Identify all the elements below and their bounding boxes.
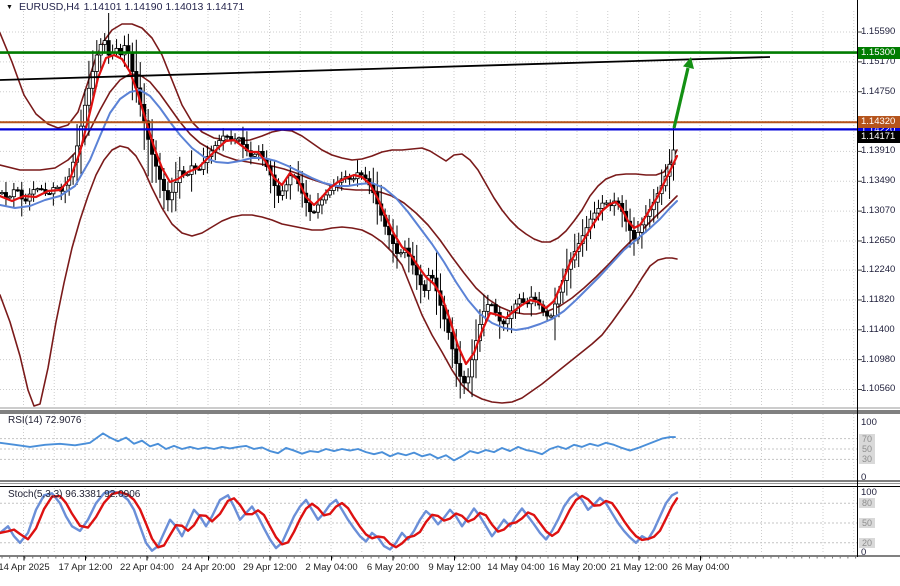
symbol-period: EURUSD,H4 [18,1,80,13]
ohlc-values: 1.14101 1.14190 1.14013 1.14171 [83,1,245,13]
moving-averages [0,53,679,366]
date-label: 17 Apr 12:00 [58,562,113,573]
price-axis-label: 1.11400 [861,323,895,335]
chart-title: ▼ EURUSD,H4 1.14101 1.14190 1.14013 1.1417… [6,1,248,13]
date-label: 2 May 04:00 [305,562,358,573]
price-axis-label: 1.10980 [861,353,896,365]
date-label: 14 Apr 2025 [0,562,50,573]
price-axis-label: 1.13070 [861,205,896,217]
date-label: 21 May 12:00 [610,562,668,573]
price-axis-label: 1.10560 [861,383,896,395]
rsi-level-box: 30 [859,454,876,465]
arrow-head [683,57,694,69]
stoch-lines [0,490,679,552]
date-label: 6 May 20:00 [366,562,420,573]
price-axis-label: 1.11820 [861,293,895,305]
price-axis-label: 1.12650 [861,234,896,246]
date-label: 16 May 20:00 [548,562,607,573]
price-axis-label: 1.14750 [861,85,896,97]
price-axis-label: 1.15170 [861,55,896,67]
price-axis-label: 1.13490 [861,175,896,187]
rsi-scale-100: 100 [861,417,877,428]
orange-level-tag: 1.14320 [858,116,900,128]
date-label: 24 Apr 20:00 [181,562,236,573]
date-label: 26 May 04:00 [671,562,730,573]
dropdown-triangle-icon[interactable]: ▼ [6,4,13,11]
date-label: 29 Apr 12:00 [243,562,297,573]
rsi-line [0,432,676,462]
date-label: 22 Apr 04:00 [120,562,174,573]
stoch-scale-0: 0 [861,547,867,558]
stoch-level-box: 80 [859,498,876,509]
stoch-level-box: 20 [859,537,876,548]
bollinger-bands [0,23,678,407]
rsi-scale-0: 0 [861,472,867,483]
stoch-indicator-label: Stoch(5,3,3) 96.3381 92.0906 [8,489,141,500]
green-arrow [672,57,694,129]
trendline[interactable] [0,56,771,81]
stoch-level-box: 50 [859,518,876,528]
arrow-shaft[interactable] [672,67,690,129]
price-axis-label: 1.15590 [861,26,896,37]
horizontal-lines [0,51,857,131]
panel-frames [0,0,900,557]
date-label: 14 May 04:00 [487,562,545,573]
rsi-level-box: 70 [859,433,876,444]
price-axis-label: 1.13910 [861,145,896,157]
resistance-tag: 1.15300 [858,46,900,59]
bid-price-tag: 1.14171 [858,131,900,143]
stoch-scale-100: 100 [861,487,877,498]
date-label: 9 May 12:00 [428,562,481,573]
rsi-indicator-label: RSI(14) 72.9076 [8,415,82,426]
axis-ticks [1,31,862,561]
price-axis-label: 1.12240 [861,264,896,276]
trendline-group [0,56,771,81]
rsi-level-box: 50 [859,444,876,454]
